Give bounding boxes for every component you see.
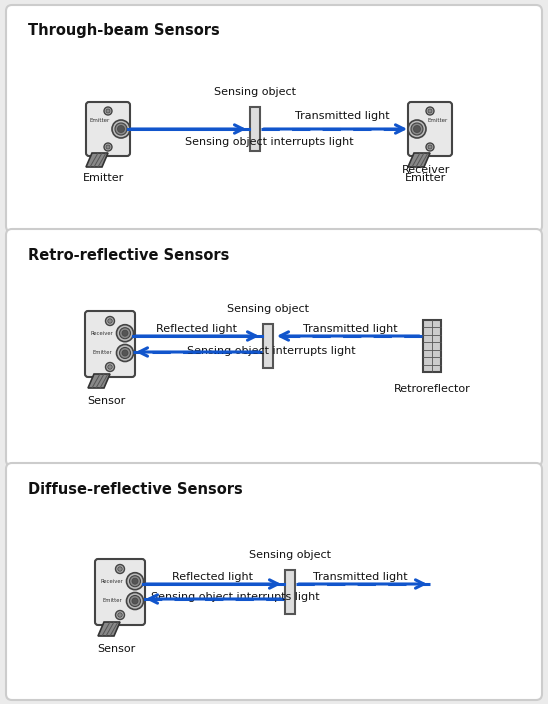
Circle shape: [108, 319, 112, 323]
Polygon shape: [86, 153, 108, 167]
Text: Transmitted light: Transmitted light: [295, 111, 390, 121]
Bar: [423, 320, 441, 372]
Text: Retro-reflective Sensors: Retro-reflective Sensors: [28, 248, 230, 263]
Circle shape: [127, 572, 144, 590]
Text: Sensing object interrupts light: Sensing object interrupts light: [187, 346, 355, 356]
Text: Emitter: Emitter: [83, 173, 124, 183]
Text: Transmitted light: Transmitted light: [302, 324, 397, 334]
Bar: [250, 107, 260, 151]
Circle shape: [106, 145, 110, 149]
FancyBboxPatch shape: [6, 229, 542, 466]
FancyBboxPatch shape: [95, 559, 145, 625]
Text: Emitter: Emitter: [92, 351, 112, 356]
Circle shape: [116, 610, 124, 620]
Circle shape: [104, 143, 112, 151]
Text: Emitter: Emitter: [406, 173, 447, 183]
Circle shape: [426, 143, 434, 151]
Circle shape: [414, 125, 420, 132]
Text: Receiver: Receiver: [90, 331, 113, 336]
Polygon shape: [98, 622, 120, 636]
FancyBboxPatch shape: [6, 463, 542, 700]
Text: Emitter: Emitter: [428, 118, 448, 123]
Text: Sensing object interrupts light: Sensing object interrupts light: [151, 592, 319, 602]
Circle shape: [116, 565, 124, 574]
Circle shape: [106, 363, 115, 372]
Text: Sensing object: Sensing object: [227, 304, 309, 314]
Text: Sensing object: Sensing object: [249, 550, 331, 560]
Circle shape: [132, 578, 138, 584]
Circle shape: [428, 109, 432, 113]
Polygon shape: [408, 153, 430, 167]
Circle shape: [129, 596, 140, 607]
FancyBboxPatch shape: [85, 311, 135, 377]
Text: Emitter: Emitter: [102, 598, 122, 603]
Circle shape: [122, 330, 128, 337]
Text: Reflected light: Reflected light: [157, 324, 237, 334]
Circle shape: [117, 125, 124, 132]
Polygon shape: [88, 374, 110, 388]
Text: Sensing object: Sensing object: [214, 87, 296, 97]
Circle shape: [117, 325, 134, 341]
Circle shape: [408, 120, 426, 138]
Text: Emitter: Emitter: [90, 118, 110, 123]
Circle shape: [426, 107, 434, 115]
Circle shape: [127, 593, 144, 610]
Text: Retroreflector: Retroreflector: [393, 384, 470, 394]
Bar: [285, 570, 295, 614]
Circle shape: [119, 327, 130, 339]
FancyBboxPatch shape: [86, 102, 130, 156]
Circle shape: [118, 567, 122, 571]
Circle shape: [108, 365, 112, 369]
Circle shape: [112, 120, 130, 138]
FancyBboxPatch shape: [408, 102, 452, 156]
Text: Transmitted light: Transmitted light: [313, 572, 407, 582]
Circle shape: [132, 598, 138, 604]
Circle shape: [411, 123, 423, 135]
Circle shape: [428, 145, 432, 149]
Text: Receiver: Receiver: [101, 579, 123, 584]
Circle shape: [106, 109, 110, 113]
Bar: [263, 324, 273, 368]
Circle shape: [118, 612, 122, 617]
Text: Diffuse-reflective Sensors: Diffuse-reflective Sensors: [28, 482, 243, 496]
FancyBboxPatch shape: [6, 5, 542, 232]
Text: Through-beam Sensors: Through-beam Sensors: [28, 23, 220, 39]
Text: Reflected light: Reflected light: [173, 572, 254, 582]
Circle shape: [117, 344, 134, 361]
Text: Sensing object interrupts light: Sensing object interrupts light: [185, 137, 353, 147]
Circle shape: [104, 107, 112, 115]
Circle shape: [122, 350, 128, 356]
Text: Sensor: Sensor: [87, 396, 125, 406]
Circle shape: [115, 123, 127, 135]
Text: Sensor: Sensor: [97, 644, 135, 654]
Circle shape: [129, 576, 140, 586]
Circle shape: [106, 317, 115, 325]
Text: Receiver: Receiver: [402, 165, 450, 175]
Circle shape: [119, 348, 130, 358]
